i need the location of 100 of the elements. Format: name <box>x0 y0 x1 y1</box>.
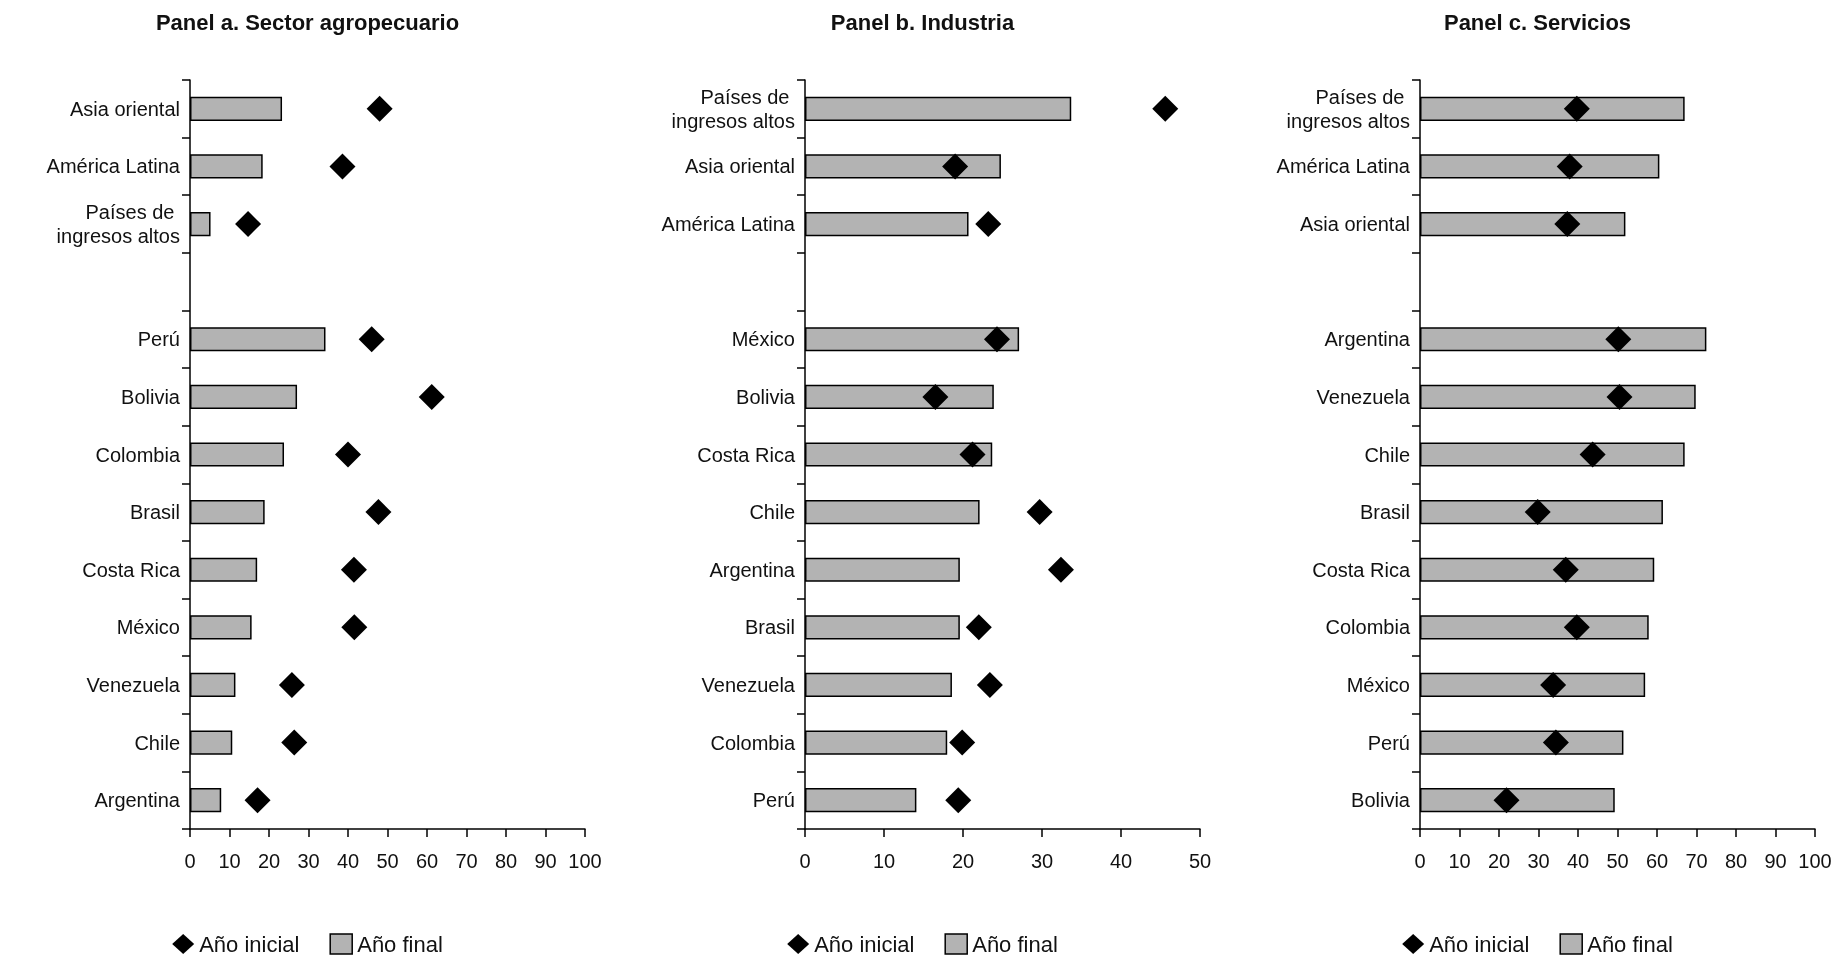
y-tick-label: México <box>731 328 795 351</box>
y-tick-label: Asia oriental <box>1299 213 1410 236</box>
x-tick-label: 70 <box>1685 850 1708 872</box>
point <box>1554 211 1581 238</box>
x-tick-label: 10 <box>872 850 896 872</box>
y-tick-label: Bolivia <box>121 385 181 408</box>
y-tick-label: Colombia <box>710 731 796 754</box>
legend-label: Año inicial <box>1429 931 1530 957</box>
y-tick-label: Países de ingresos altos <box>1286 85 1410 132</box>
y-tick-label: Bolivia <box>1351 789 1411 812</box>
x-tick-label: 80 <box>494 850 518 872</box>
point <box>942 153 969 180</box>
point <box>945 787 972 814</box>
x-tick-label: 50 <box>1606 850 1629 872</box>
x-tick-label: 90 <box>1764 850 1787 872</box>
x-tick-label: 90 <box>534 850 557 872</box>
y-tick-label: Argentina <box>1324 328 1411 351</box>
x-tick-label: 70 <box>455 850 478 872</box>
y-tick-label: Costa Rica <box>697 443 796 466</box>
point <box>358 326 385 353</box>
y-tick-label: Asia oriental <box>684 155 795 178</box>
x-tick-label: 80 <box>1724 850 1748 872</box>
x-tick-label: 20 <box>257 850 281 872</box>
x-tick-label: 50 <box>376 850 399 872</box>
y-tick-label: Asia oriental <box>69 97 180 120</box>
y-tick-label: México <box>116 616 180 639</box>
y-tick-label: Países de ingresos altos <box>671 85 795 132</box>
point <box>244 787 271 814</box>
x-tick-label: 30 <box>1030 850 1054 872</box>
y-tick-label: Brasil <box>744 616 795 639</box>
point <box>1542 729 1569 756</box>
legend-label: Año inicial <box>814 931 915 957</box>
point <box>1524 499 1551 526</box>
point <box>1026 499 1053 526</box>
legend-label: Año inicial <box>199 931 300 957</box>
x-tick-label: 0 <box>1414 850 1426 872</box>
point <box>235 211 262 238</box>
x-tick-label: 100 <box>568 850 602 872</box>
point <box>1563 614 1590 641</box>
x-tick-label: 40 <box>1109 850 1133 872</box>
x-tick-label: 0 <box>184 850 196 872</box>
point <box>335 441 361 468</box>
y-tick-label: Chile <box>749 501 795 524</box>
x-tick-label: 20 <box>951 850 975 872</box>
y-tick-label: Colombia <box>1325 616 1411 639</box>
point <box>976 671 1003 698</box>
x-tick-label: 0 <box>799 850 811 872</box>
point <box>965 614 992 641</box>
legend-label: Año final <box>972 931 1058 957</box>
y-tick-label: Chile <box>1364 443 1410 466</box>
point <box>1563 95 1590 122</box>
x-tick-label: 50 <box>1188 850 1212 872</box>
y-tick-label: México <box>1346 673 1410 696</box>
y-tick-label: América Latina <box>661 213 796 236</box>
point <box>1552 556 1579 583</box>
x-tick-label: 30 <box>297 850 320 872</box>
y-tick-label: Costa Rica <box>1312 558 1411 581</box>
x-tick-label: 40 <box>336 850 360 872</box>
point <box>959 441 986 468</box>
y-tick-label: Perú <box>1367 731 1410 754</box>
point <box>1493 787 1520 814</box>
y-tick-label: Perú <box>752 789 795 812</box>
y-tick-label: Brasil <box>1359 501 1410 524</box>
y-tick-label: Perú <box>137 328 180 351</box>
point <box>1605 326 1632 353</box>
chart-title: Panel c. Servicios <box>1443 9 1632 35</box>
y-tick-label: Venezuela <box>701 673 796 696</box>
x-tick-label: 60 <box>415 850 439 872</box>
y-tick-label: Brasil <box>129 501 180 524</box>
x-tick-label: 20 <box>1487 850 1511 872</box>
point <box>975 211 1002 238</box>
chart-title: Panel a. Sector agropecuario <box>155 9 460 35</box>
point <box>1556 153 1583 180</box>
point <box>281 729 308 756</box>
point <box>1540 671 1567 698</box>
y-tick-label: Chile <box>134 731 180 754</box>
point <box>340 556 367 583</box>
x-tick-label: 10 <box>1448 850 1471 872</box>
y-tick-label: Venezuela <box>1316 385 1411 408</box>
point <box>366 95 393 122</box>
point <box>365 499 392 526</box>
y-tick-label: América Latina <box>1276 155 1411 178</box>
x-tick-label: 60 <box>1645 850 1669 872</box>
y-tick-label: América Latina <box>46 155 181 178</box>
point <box>949 729 976 756</box>
point <box>1579 441 1606 468</box>
chart-title: Panel b. Industria <box>830 9 1015 35</box>
y-tick-label: Argentina <box>709 558 796 581</box>
point <box>922 383 949 410</box>
y-tick-label: Países de ingresos altos <box>56 201 180 248</box>
point <box>1152 95 1179 122</box>
point <box>983 326 1010 353</box>
point <box>278 671 305 698</box>
point <box>329 153 356 180</box>
x-tick-label: 30 <box>1527 850 1550 872</box>
y-tick-label: Costa Rica <box>82 558 181 581</box>
legend-label: Año final <box>1587 931 1673 957</box>
point <box>1606 383 1633 410</box>
y-tick-label: Colombia <box>95 443 181 466</box>
x-tick-label: 100 <box>1798 850 1832 872</box>
